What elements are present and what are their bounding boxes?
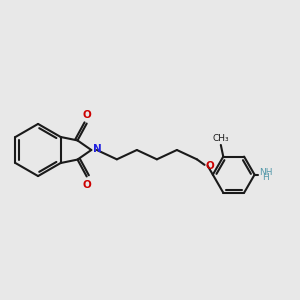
Text: H: H: [262, 172, 269, 182]
Text: CH₃: CH₃: [212, 134, 229, 143]
Text: NH: NH: [259, 168, 273, 177]
Text: O: O: [206, 161, 214, 171]
Text: O: O: [82, 110, 91, 120]
Text: N: N: [93, 144, 102, 154]
Text: O: O: [82, 180, 91, 190]
